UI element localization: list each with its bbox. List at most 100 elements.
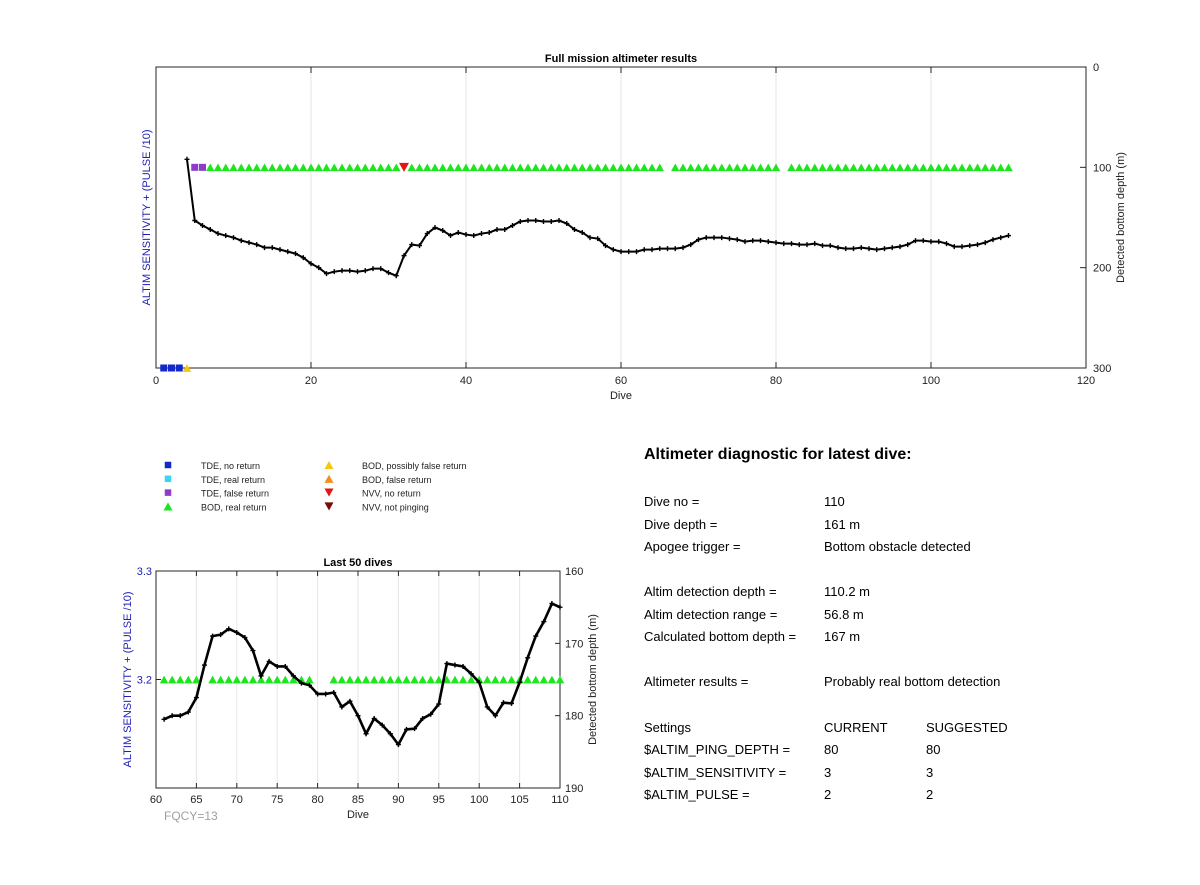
marker-triangle — [268, 163, 277, 172]
marker-triangle — [353, 675, 363, 684]
sensitivity-current: 3 — [824, 765, 832, 780]
depth-point — [254, 242, 260, 248]
marker-triangle — [888, 163, 897, 172]
marker-triangle — [458, 675, 468, 684]
marker-square — [160, 364, 168, 372]
marker-triangle — [926, 163, 936, 172]
marker-triangle — [224, 675, 233, 684]
depth-point — [541, 219, 546, 225]
depth-point — [874, 247, 880, 253]
y-tick-label-left: 3.2 — [137, 675, 152, 687]
depth-point — [308, 261, 314, 267]
marker-triangle — [291, 163, 300, 172]
depth-point — [765, 239, 771, 245]
legend-label: NVV, not pinging — [362, 502, 429, 512]
full-mission-chart: 0 20 40 60 80 100 120 0 100 200 300 Full mission al… — [141, 53, 1127, 402]
apogee-value: Bottom obstacle detected — [824, 539, 971, 554]
marker-triangle — [632, 163, 641, 172]
depth-point — [355, 713, 361, 719]
depth-point — [436, 701, 442, 707]
depth-point — [285, 249, 291, 255]
legend-label: BOD, false return — [362, 475, 432, 485]
marker-triangle — [1004, 163, 1013, 172]
depth-point — [293, 251, 298, 257]
marker-triangle — [426, 675, 435, 684]
depth-point — [603, 243, 608, 249]
depth-point — [200, 223, 205, 229]
marker-triangle — [237, 163, 246, 172]
diagnostic-title: Altimeter diagnostic for latest dive: — [644, 446, 912, 463]
pulse-label: $ALTIM_PULSE = — [644, 787, 750, 802]
depth-point — [386, 270, 391, 276]
dive-no-label: Dive no = — [644, 494, 700, 509]
chart-title: Full mission altimeter results — [545, 53, 697, 65]
depth-point — [696, 237, 701, 243]
marker-triangle — [430, 163, 440, 172]
depth-point — [773, 240, 779, 246]
marker-triangle — [213, 163, 223, 172]
marker-triangle — [229, 163, 238, 172]
depth-point — [316, 265, 322, 271]
depth-point — [417, 243, 422, 249]
legend-label: TDE, real return — [201, 475, 265, 485]
marker-triangle — [826, 163, 835, 172]
depth-point — [455, 230, 461, 236]
depth-point — [379, 722, 385, 728]
marker-triangle — [740, 163, 750, 172]
depth-point — [331, 269, 337, 275]
y-tick-label-right: 170 — [565, 638, 583, 650]
fqcy-annotation: FQCY=13 — [164, 809, 218, 823]
marker-triangle — [981, 163, 990, 172]
marker-triangle — [469, 163, 478, 172]
marker-triangle — [523, 163, 533, 172]
depth-point — [420, 716, 426, 722]
marker-triangle — [802, 163, 812, 172]
marker-triangle — [192, 675, 201, 684]
depth-point — [215, 231, 221, 237]
sensitivity-label: $ALTIM_SENSITIVITY = — [644, 765, 787, 780]
marker-triangle — [717, 163, 726, 172]
marker-triangle — [232, 675, 242, 684]
depth-point — [444, 661, 450, 667]
marker-triangle — [305, 675, 314, 684]
depth-point — [479, 231, 484, 237]
marker-triangle — [182, 364, 192, 372]
depth-point — [378, 266, 384, 272]
depth-point — [789, 241, 794, 247]
depth-point — [403, 726, 409, 732]
marker-triangle — [555, 675, 565, 684]
depth-point — [727, 236, 732, 242]
depth-point — [347, 268, 353, 274]
marker-triangle — [392, 163, 401, 172]
depth-point — [401, 253, 407, 259]
marker-triangle — [461, 163, 471, 172]
depth-point — [266, 658, 272, 664]
depth-point — [192, 218, 198, 224]
depth-point — [975, 242, 980, 248]
ping-depth-suggested: 80 — [926, 742, 941, 757]
depth-point — [395, 742, 401, 748]
marker-square — [175, 364, 183, 372]
depth-point — [734, 237, 740, 243]
marker-triangle — [624, 163, 633, 172]
marker-triangle — [386, 675, 395, 684]
depth-point — [201, 662, 207, 668]
marker-triangle — [795, 163, 804, 172]
depth-point — [579, 230, 585, 236]
detection-depth-label: Altim detection depth = — [644, 584, 777, 599]
marker-triangle — [221, 163, 230, 172]
legend-marker — [163, 502, 173, 511]
x-axis-label: Dive — [347, 809, 369, 821]
marker-triangle — [353, 163, 362, 172]
depth-point — [492, 713, 498, 719]
marker-triangle — [289, 675, 298, 684]
marker-triangle — [450, 675, 460, 684]
marker-triangle — [872, 163, 881, 172]
legend-label: BOD, possibly false return — [362, 461, 467, 471]
depth-point — [393, 273, 399, 279]
depth-point — [231, 235, 236, 241]
depth-point — [277, 247, 283, 253]
marker-triangle — [996, 163, 1005, 172]
y-tick-label-right: 180 — [565, 711, 583, 723]
legend-marker — [324, 502, 334, 511]
